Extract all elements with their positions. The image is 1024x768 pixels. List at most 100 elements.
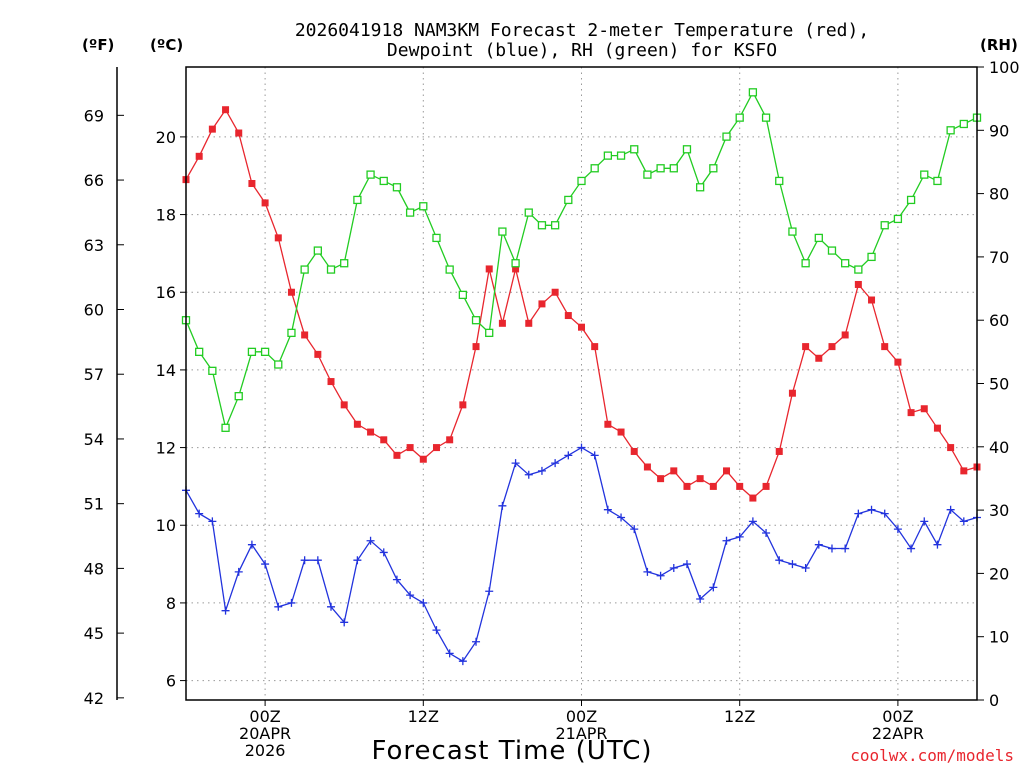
data-point [709, 482, 717, 490]
fahrenheit-tick-label: 60 [84, 300, 104, 319]
data-point [854, 265, 863, 274]
data-point [327, 378, 335, 386]
data-point [854, 280, 862, 288]
data-point [235, 129, 243, 137]
data-point [933, 424, 941, 432]
data-point [683, 482, 691, 490]
data-point [670, 467, 678, 475]
data-point [498, 501, 507, 510]
data-point [630, 447, 638, 455]
data-point [723, 467, 731, 475]
data-point [775, 556, 784, 565]
data-point [392, 575, 401, 584]
data-point [709, 164, 718, 173]
data-point [709, 583, 718, 592]
chart-title-line-1: 2026041918 NAM3KM Forecast 2-meter Tempe… [295, 20, 869, 41]
data-point [432, 444, 440, 452]
x-tick-label: 20APR [239, 724, 291, 743]
data-point [920, 405, 928, 413]
data-point [300, 556, 309, 565]
data-point [577, 443, 586, 452]
data-point [880, 509, 889, 518]
data-point [353, 556, 362, 565]
data-point [314, 350, 322, 358]
rh-tick-label: 90 [989, 121, 1009, 140]
data-point [195, 347, 204, 357]
data-point [524, 470, 533, 479]
x-tick-label: 00Z [249, 707, 280, 726]
data-point [301, 331, 309, 339]
data-point [472, 637, 481, 646]
data-point [775, 447, 783, 455]
data-point [841, 544, 850, 553]
data-point [564, 195, 573, 205]
data-point [801, 259, 810, 268]
celsius-tick-label: 20 [156, 128, 176, 147]
data-point [669, 164, 678, 173]
data-point [630, 525, 639, 534]
data-point [432, 233, 441, 243]
data-point [946, 505, 955, 514]
data-point [445, 649, 454, 658]
data-point [524, 208, 533, 217]
x-tick-label: 00Z [566, 707, 597, 726]
data-point [907, 544, 916, 553]
data-point [881, 343, 889, 351]
rh-tick-label: 30 [989, 501, 1009, 520]
data-point [419, 455, 427, 463]
data-point [814, 540, 823, 549]
data-point [828, 343, 836, 351]
data-point [550, 221, 560, 230]
rh-tick-label: 0 [989, 691, 999, 710]
data-point [880, 221, 889, 230]
data-point [221, 423, 230, 432]
celsius-tick-label: 10 [156, 516, 176, 535]
rh-tick-label: 20 [989, 564, 1009, 583]
data-point [748, 517, 757, 526]
data-point [722, 132, 731, 141]
fahrenheit-tick-label: 48 [84, 559, 104, 578]
rh-tick-label: 50 [989, 375, 1009, 394]
credit-text: coolwx.com/models [850, 746, 1014, 765]
data-point [959, 119, 968, 129]
celsius-tick-label: 16 [156, 283, 176, 302]
data-point [906, 195, 916, 205]
data-point [643, 170, 652, 179]
data-point [788, 227, 797, 236]
fahrenheit-tick-label: 45 [84, 624, 104, 643]
data-point [326, 265, 336, 274]
data-point [867, 252, 876, 262]
data-point [195, 152, 203, 160]
data-point [920, 170, 929, 179]
data-point [630, 145, 639, 154]
data-point [603, 151, 613, 160]
data-point [366, 170, 375, 179]
data-point [234, 392, 243, 401]
data-point [274, 360, 283, 369]
rh-tick-label: 60 [989, 311, 1009, 330]
data-point [498, 319, 506, 327]
data-point [907, 409, 915, 417]
data-point [458, 290, 468, 300]
data-point [946, 126, 955, 135]
celsius-tick-label: 14 [156, 361, 176, 380]
series-dewpoint [182, 443, 981, 666]
data-point [208, 517, 217, 526]
data-point [380, 436, 388, 444]
data-point [590, 164, 599, 173]
data-point [762, 529, 771, 538]
data-point [340, 259, 349, 268]
data-point [893, 214, 903, 224]
data-point [340, 401, 348, 409]
data-point [485, 265, 493, 273]
data-point [578, 323, 585, 331]
data-point [827, 544, 836, 553]
data-point [815, 354, 823, 362]
data-point [748, 88, 758, 97]
data-point [472, 343, 480, 351]
data-point [432, 626, 441, 635]
celsius-tick-label: 6 [166, 672, 176, 691]
data-point [327, 602, 336, 611]
